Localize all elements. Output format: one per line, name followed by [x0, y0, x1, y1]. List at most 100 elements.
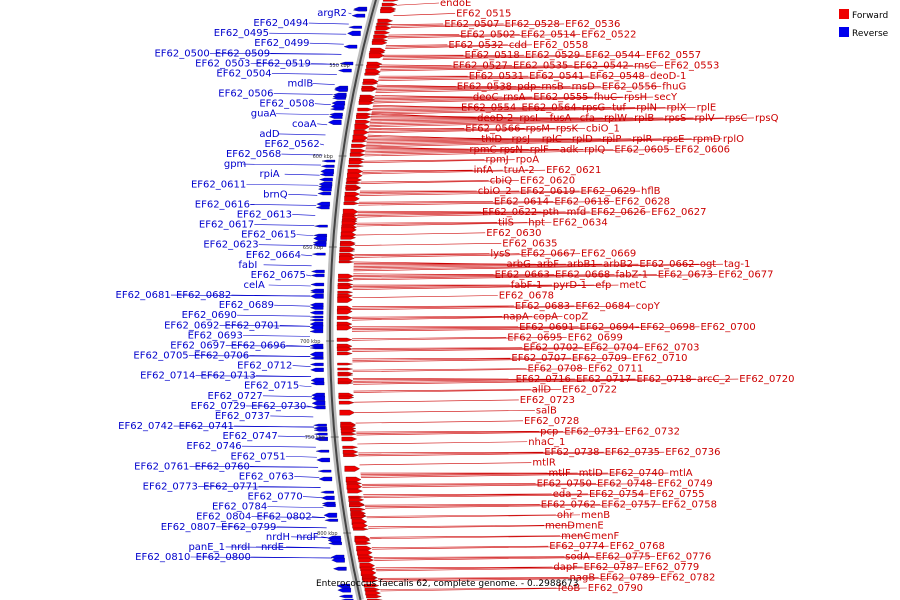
forward-gene-arrow	[345, 181, 362, 185]
reverse-gene-arrow	[318, 469, 332, 473]
forward-label-connector	[380, 65, 664, 72]
forward-label-connector	[353, 263, 639, 269]
forward-gene-track	[336, 0, 399, 600]
reverse-label-connector	[268, 284, 311, 287]
forward-gene-label: fabF-1	[511, 280, 543, 291]
reverse-connector-lines	[170, 12, 352, 559]
reverse-gene-label: EF62_0613	[237, 209, 292, 220]
forward-label-connector	[376, 86, 541, 89]
reverse-gene-label: EF62_0508	[259, 99, 314, 110]
forward-gene-label: deoC	[473, 92, 499, 103]
reverse-label-connector	[294, 476, 320, 478]
reverse-gene-label: EF62_0763	[239, 471, 294, 482]
reverse-label-connector	[275, 113, 329, 116]
forward-gene-label: rplB	[634, 113, 654, 124]
forward-gene-label: rnsD	[572, 82, 595, 93]
genome-title: Enterococcus faecalis 62, complete genom…	[316, 579, 579, 589]
forward-gene-label: pcp	[540, 426, 558, 437]
reverse-label-connector	[219, 324, 311, 327]
forward-label-connector	[366, 138, 692, 146]
forward-gene-label: fabZ-1	[616, 270, 649, 281]
forward-gene-arrow	[358, 557, 375, 563]
forward-gene-label: mtlD	[579, 468, 603, 479]
forward-label-connector	[380, 65, 573, 69]
forward-gene-label: EF62_0711	[588, 364, 643, 375]
forward-gene-label: EF62_0544	[585, 50, 640, 61]
forward-label-connector	[356, 431, 624, 436]
forward-gene-label: EF62_0614	[494, 196, 549, 207]
reverse-gene-label: nrdI	[231, 542, 251, 553]
reverse-gene-label: EF62_0799	[221, 522, 276, 533]
forward-label-connector	[356, 222, 528, 225]
forward-gene-label: rpsL	[519, 113, 541, 124]
forward-label-connector	[383, 54, 524, 58]
forward-gene-label: deoD-2	[477, 113, 513, 124]
forward-label-connector	[366, 138, 602, 142]
reverse-gene-label: EF62_0727	[208, 391, 263, 402]
legend-label-reverse: Reverse	[852, 29, 889, 39]
forward-gene-label: EF62_0762	[541, 499, 596, 510]
forward-label-connector	[360, 472, 578, 475]
forward-gene-label: EF62_0768	[610, 541, 665, 552]
forward-gene-label: EF62_0731	[564, 426, 619, 437]
forward-gene-label: EF62_0618	[554, 196, 609, 207]
reverse-gene-label: argR2	[317, 8, 347, 19]
reverse-gene-label: EF62_0715	[244, 381, 299, 392]
reverse-gene-label: EF62_0500	[154, 48, 209, 59]
forward-gene-label: cbiO_2	[478, 186, 512, 197]
reverse-gene-label: panE_1	[188, 542, 225, 553]
forward-gene-label: rpsS	[664, 113, 686, 124]
reverse-label-connector	[292, 214, 316, 216]
forward-gene-label: menF	[591, 531, 619, 542]
forward-gene-label: EF62_0699	[568, 332, 623, 343]
forward-label-connector	[362, 169, 546, 175]
forward-gene-arrow	[366, 64, 382, 69]
forward-gene-label: EF62_0635	[502, 238, 557, 249]
reverse-gene-arrow	[314, 224, 328, 228]
reverse-gene-label: EF62_0681	[116, 290, 171, 301]
forward-gene-label: EF62_0740	[609, 468, 664, 479]
reverse-gene-label: EF62_0747	[222, 431, 277, 442]
forward-label-connector	[374, 556, 655, 561]
forward-label-connector	[370, 117, 634, 122]
reverse-label-connector	[251, 516, 325, 519]
reverse-gene-arrow	[353, 8, 367, 12]
reverse-gene-arrow	[312, 242, 327, 247]
reverse-gene-arrow	[313, 235, 327, 242]
reverse-gene-arrow	[318, 186, 332, 192]
reverse-gene-arrow	[310, 290, 324, 294]
forward-gene-label: EF62_0683	[515, 301, 570, 312]
forward-gene-arrow	[377, 18, 394, 23]
forward-gene-label: rnsC	[634, 61, 656, 72]
reverse-gene-label: EF62_0741	[179, 421, 234, 432]
forward-gene-label: EF62_0558	[533, 40, 588, 51]
forward-label-connector	[352, 368, 527, 371]
reverse-gene-label: EF62_0804	[196, 512, 251, 523]
reverse-gene-arrow	[310, 273, 325, 278]
forward-gene-arrow	[338, 273, 354, 279]
forward-label-connector	[364, 504, 540, 506]
reverse-gene-label: EF62_0616	[195, 199, 250, 210]
forward-label-connector	[353, 274, 615, 278]
forward-label-connector	[352, 347, 583, 351]
forward-label-connector	[388, 34, 520, 37]
forward-gene-label: EF62_0694	[580, 322, 635, 333]
forward-gene-arrow	[346, 483, 363, 490]
forward-label-connector	[354, 253, 581, 258]
forward-gene-arrow	[337, 278, 354, 282]
forward-label-connector	[366, 138, 632, 143]
forward-gene-label: rpsE	[663, 134, 685, 145]
forward-gene-arrow	[368, 52, 385, 59]
forward-label-connector	[380, 65, 633, 70]
reverse-gene-arrow	[338, 594, 353, 598]
forward-gene-label: rpmD	[693, 134, 721, 145]
reverse-gene-label: EF62_0802	[257, 512, 312, 523]
forward-gene-label: EF62_0606	[675, 144, 730, 155]
forward-label-connector	[368, 128, 586, 134]
forward-gene-label: nhaC_1	[528, 437, 565, 448]
forward-label-connector	[368, 525, 545, 528]
forward-gene-label: EF62_0673	[658, 270, 713, 281]
reverse-gene-label: EF62_0784	[212, 502, 267, 513]
forward-gene-label: EF62_0717	[576, 374, 631, 385]
forward-label-connector	[381, 65, 513, 67]
